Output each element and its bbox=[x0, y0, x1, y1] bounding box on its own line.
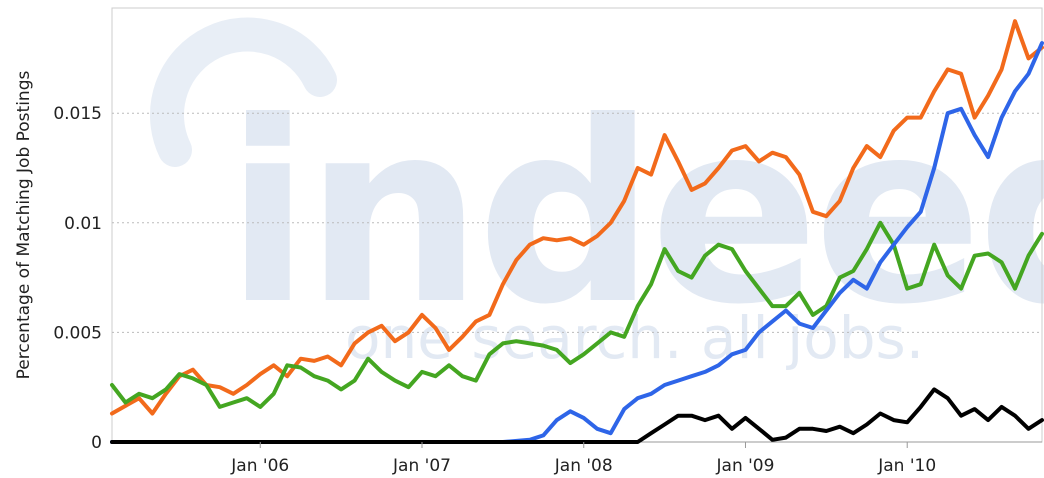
series-lines bbox=[110, 19, 1044, 444]
x-tick-label: Jan '06 bbox=[230, 456, 289, 476]
series-line-1 bbox=[110, 220, 1044, 409]
watermark-logo: indeed one search. all jobs. bbox=[150, 17, 1044, 372]
y-axis-title: Percentage of Matching Job Postings bbox=[14, 71, 34, 380]
x-tick-label: Jan '09 bbox=[716, 456, 775, 476]
y-tick-label: 0.01 bbox=[64, 214, 102, 234]
y-tick-label: 0.015 bbox=[53, 104, 102, 124]
x-tick-label: Jan '07 bbox=[392, 456, 451, 476]
y-tick-label: 0.005 bbox=[53, 323, 102, 343]
y-tick-label: 0 bbox=[91, 433, 102, 453]
series-line-3 bbox=[110, 387, 1044, 444]
x-tick-label: Jan '08 bbox=[554, 456, 613, 476]
x-tick-label: Jan '10 bbox=[877, 456, 936, 476]
x-axis: Jan '06 Jan '07 Jan '08 Jan '09 Jan '10 bbox=[230, 442, 936, 476]
y-axis: 0 0.005 0.01 0.015 bbox=[53, 104, 102, 453]
series-line-0 bbox=[110, 19, 1044, 416]
series-line-2 bbox=[110, 41, 1044, 444]
